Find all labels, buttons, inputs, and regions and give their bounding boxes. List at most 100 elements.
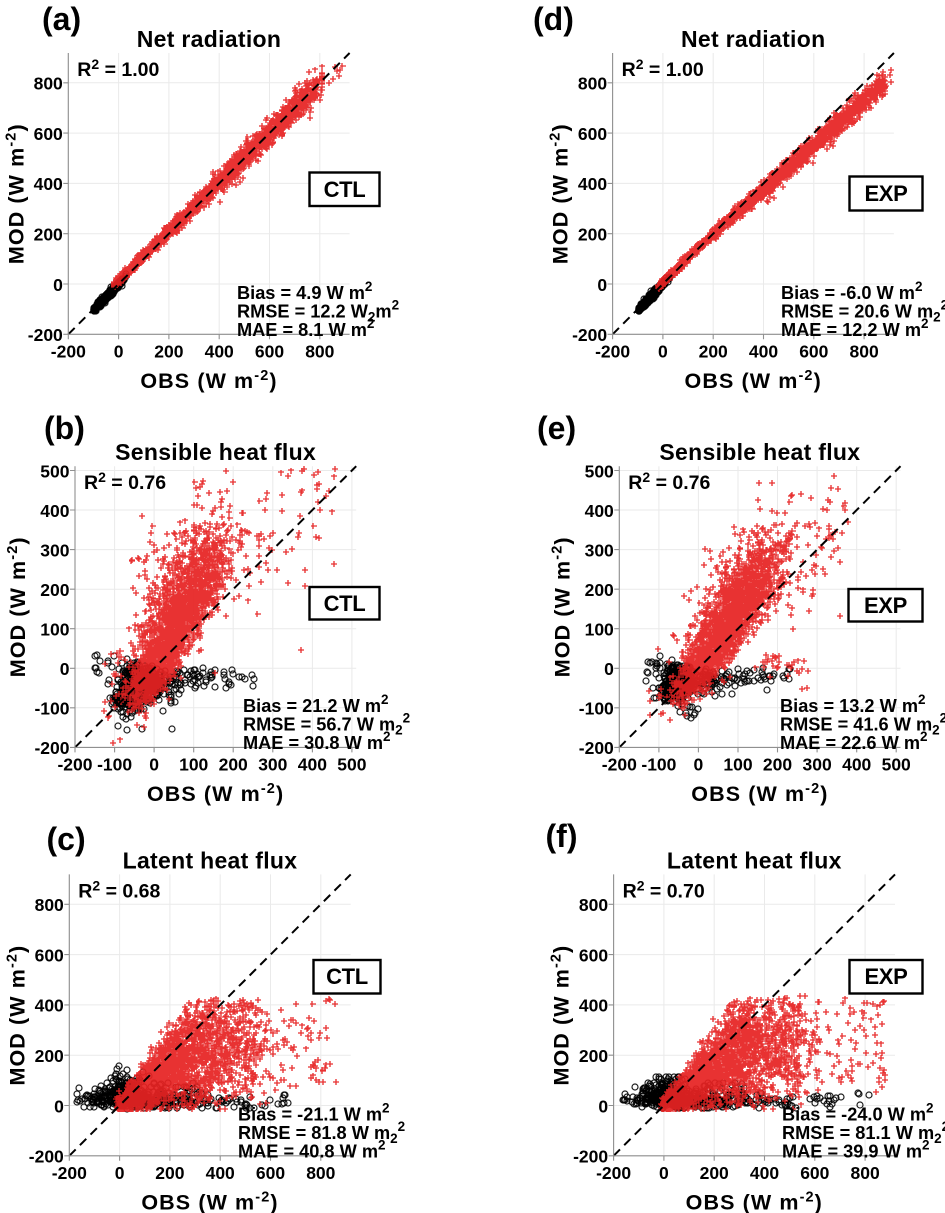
svg-text:(d): (d): [533, 1, 574, 37]
svg-text:Sensible heat flux: Sensible heat flux: [659, 439, 860, 465]
svg-text:800: 800: [850, 1163, 879, 1183]
svg-text:400: 400: [35, 996, 64, 1016]
svg-text:800: 800: [306, 1163, 335, 1183]
svg-text:CTL: CTL: [324, 177, 366, 202]
svg-text:0: 0: [149, 754, 159, 774]
svg-text:R2 = 0.76: R2 = 0.76: [628, 469, 710, 494]
svg-text:600: 600: [800, 1163, 829, 1183]
svg-text:600: 600: [799, 341, 828, 361]
svg-text:500: 500: [882, 754, 911, 774]
svg-text:200: 200: [585, 580, 614, 600]
svg-text:0: 0: [114, 341, 124, 361]
svg-text:600: 600: [35, 945, 64, 965]
svg-text:0: 0: [54, 1096, 64, 1116]
svg-text:MAE = 12.2 W m2: MAE = 12.2 W m2: [781, 316, 929, 340]
svg-text:OBS (W m-2): OBS (W m-2): [686, 1189, 823, 1213]
svg-text:0: 0: [694, 754, 704, 774]
svg-text:200: 200: [579, 1046, 608, 1066]
svg-text:0: 0: [60, 659, 70, 679]
svg-text:Bias = -21.1 W m2: Bias = -21.1 W m2: [238, 1101, 390, 1125]
svg-text:0: 0: [604, 659, 614, 679]
svg-text:-200: -200: [572, 325, 607, 345]
svg-text:OBS (W m-2): OBS (W m-2): [685, 368, 822, 393]
svg-text:200: 200: [35, 1046, 64, 1066]
svg-text:400: 400: [205, 341, 234, 361]
svg-text:MOD (W m-2): MOD (W m-2): [549, 536, 574, 677]
svg-text:0: 0: [597, 275, 607, 295]
svg-text:MAE = 40.8 W m2: MAE = 40.8 W m2: [238, 1137, 386, 1161]
svg-text:300: 300: [258, 754, 287, 774]
svg-text:600: 600: [578, 124, 607, 144]
svg-text:500: 500: [40, 461, 69, 481]
svg-text:MAE = 30.8 W m2: MAE = 30.8 W m2: [243, 729, 391, 753]
svg-text:400: 400: [578, 174, 607, 194]
svg-text:Sensible heat flux: Sensible heat flux: [115, 439, 316, 465]
svg-text:200: 200: [763, 754, 792, 774]
svg-text:Bias = 13.2 W m2: Bias = 13.2 W m2: [780, 692, 926, 716]
svg-text:400: 400: [749, 341, 778, 361]
svg-text:-200: -200: [51, 341, 86, 361]
svg-text:(b): (b): [44, 410, 85, 446]
svg-text:300: 300: [585, 540, 614, 560]
svg-text:800: 800: [35, 895, 64, 915]
svg-text:800: 800: [578, 74, 607, 94]
svg-text:OBS (W m-2): OBS (W m-2): [140, 368, 277, 393]
svg-text:400: 400: [206, 1163, 235, 1183]
svg-text:MOD (W m-2): MOD (W m-2): [548, 123, 573, 264]
svg-text:Net radiation: Net radiation: [681, 26, 825, 52]
svg-text:EXP: EXP: [864, 593, 907, 618]
svg-text:100: 100: [585, 620, 614, 640]
svg-text:400: 400: [298, 754, 327, 774]
svg-text:EXP: EXP: [864, 181, 907, 206]
svg-text:0: 0: [53, 275, 63, 295]
svg-text:400: 400: [585, 501, 614, 521]
svg-text:600: 600: [256, 1163, 285, 1183]
svg-text:0: 0: [658, 341, 668, 361]
svg-text:400: 400: [40, 501, 69, 521]
svg-text:MOD (W m-2): MOD (W m-2): [549, 945, 574, 1086]
svg-text:CTL: CTL: [326, 964, 368, 989]
svg-text:300: 300: [40, 540, 69, 560]
svg-text:400: 400: [842, 754, 871, 774]
svg-text:MOD (W m-2): MOD (W m-2): [5, 536, 30, 677]
svg-text:100: 100: [40, 620, 69, 640]
svg-text:Bias = -6.0 W m2: Bias = -6.0 W m2: [781, 279, 922, 303]
svg-text:200: 200: [700, 1163, 729, 1183]
svg-text:800: 800: [34, 74, 63, 94]
svg-text:600: 600: [255, 341, 284, 361]
svg-text:800: 800: [849, 341, 878, 361]
svg-text:EXP: EXP: [864, 964, 907, 989]
svg-text:-200: -200: [34, 738, 69, 758]
svg-text:R2 = 0.68: R2 = 0.68: [78, 877, 160, 902]
svg-text:-200: -200: [29, 1147, 64, 1167]
svg-text:100: 100: [179, 754, 208, 774]
svg-text:OBS (W m-2): OBS (W m-2): [147, 781, 284, 806]
svg-text:100: 100: [723, 754, 752, 774]
svg-text:-200: -200: [573, 1147, 608, 1167]
svg-text:200: 200: [34, 225, 63, 245]
svg-text:R2 = 0.70: R2 = 0.70: [623, 877, 705, 902]
svg-text:MOD (W m-2): MOD (W m-2): [4, 945, 29, 1086]
svg-text:MAE = 8.1 W m2: MAE = 8.1 W m2: [237, 316, 374, 340]
svg-text:600: 600: [34, 124, 63, 144]
svg-text:200: 200: [155, 1163, 184, 1183]
svg-text:Net radiation: Net radiation: [137, 26, 281, 52]
svg-text:-200: -200: [579, 738, 614, 758]
svg-text:500: 500: [337, 754, 366, 774]
svg-text:500: 500: [585, 461, 614, 481]
svg-text:Bias = 4.9 W m2: Bias = 4.9 W m2: [237, 279, 372, 303]
svg-text:MAE = 22.6 W m2: MAE = 22.6 W m2: [780, 729, 928, 753]
svg-text:300: 300: [802, 754, 831, 774]
svg-text:-200: -200: [28, 325, 63, 345]
svg-text:600: 600: [579, 945, 608, 965]
svg-text:R2 = 1.00: R2 = 1.00: [77, 56, 159, 81]
svg-text:(a): (a): [42, 1, 81, 37]
svg-text:0: 0: [115, 1163, 125, 1183]
svg-text:MOD (W m-2): MOD (W m-2): [3, 123, 28, 264]
svg-text:-100: -100: [97, 754, 132, 774]
svg-text:OBS (W m-2): OBS (W m-2): [141, 1189, 278, 1213]
svg-text:Latent heat flux: Latent heat flux: [123, 847, 298, 873]
svg-text:200: 200: [154, 341, 183, 361]
svg-text:-100: -100: [641, 754, 676, 774]
svg-text:0: 0: [598, 1096, 608, 1116]
